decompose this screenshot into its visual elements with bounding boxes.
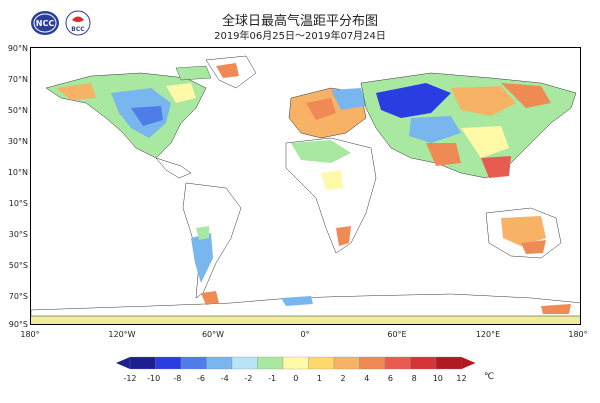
colorbar-cell — [282, 356, 309, 370]
x-tick-label: 120°W — [108, 330, 136, 339]
colorbar — [116, 356, 476, 370]
colorbar-label: -12 — [123, 374, 137, 383]
y-tick-label: 50°N — [7, 106, 28, 115]
svg-text:BCC: BCC — [71, 26, 85, 33]
colorbar-label: 12 — [456, 374, 467, 383]
south-america — [155, 157, 242, 299]
colorbar-label: 0 — [293, 374, 299, 383]
europe-africa — [285, 87, 377, 254]
colorbar-cell — [257, 356, 284, 370]
bcc-logo: BCC — [65, 10, 91, 36]
colorbar-cell — [333, 356, 360, 370]
colorbar-label: -2 — [244, 374, 253, 383]
colorbar-cell — [231, 356, 258, 370]
map-title: 全球日最高气温距平分布图 — [221, 14, 378, 29]
colorbar-label: 8 — [411, 374, 417, 383]
x-tick-label: 180° — [20, 330, 40, 339]
ncc-logo: NCC — [31, 11, 59, 35]
y-tick-label: 30°S — [8, 230, 28, 239]
australia — [485, 207, 562, 259]
x-tick-label: 120°E — [475, 330, 501, 339]
x-tick-label: 0° — [300, 330, 310, 339]
colorbar-cell — [308, 356, 335, 370]
y-tick-label: 90°N — [7, 44, 28, 53]
asia — [360, 72, 577, 179]
x-tick-label: 180° — [568, 330, 588, 339]
colorbar-label: 10 — [432, 374, 443, 383]
colorbar-cell — [384, 356, 411, 370]
colorbar-cell — [155, 356, 182, 370]
colorbar-label: 2 — [340, 374, 346, 383]
y-tick-label: 90°S — [8, 320, 28, 329]
y-tick-label: 70°N — [7, 75, 28, 84]
colorbar-label: -10 — [147, 374, 161, 383]
colorbar-cell — [435, 356, 462, 370]
colorbar-arrow-left — [116, 357, 130, 369]
antarctica — [31, 293, 580, 317]
colorbar-cell — [410, 356, 437, 370]
colorbar-label: -1 — [268, 374, 277, 383]
colorbar-label: 1 — [316, 374, 322, 383]
y-tick-label: 50°S — [8, 261, 28, 270]
unit-label: ℃ — [484, 372, 495, 382]
y-tick-label: 10°N — [7, 168, 28, 177]
colorbar-arrow-right — [461, 357, 476, 369]
x-tick-label: 60°E — [387, 330, 407, 339]
colorbar-label: 4 — [364, 374, 370, 383]
north-america — [45, 65, 212, 159]
y-tick-label: 10°S — [8, 199, 28, 208]
colorbar-cell — [180, 356, 207, 370]
y-tick-label: 30°N — [7, 137, 28, 146]
map-frame — [30, 47, 581, 325]
colorbar-label: 6 — [387, 374, 393, 383]
map-subtitle: 2019年06月25日～2019年07月24日 — [214, 31, 386, 42]
colorbar-label: -8 — [173, 374, 182, 383]
colorbar-label: -6 — [197, 374, 206, 383]
y-tick-label: 70°S — [8, 292, 28, 301]
colorbar-label: -4 — [220, 374, 229, 383]
colorbar-cell — [206, 356, 233, 370]
colorbar-cell — [359, 356, 386, 370]
antarctica-band — [31, 316, 580, 324]
svg-text:NCC: NCC — [36, 19, 55, 28]
anomaly-map — [31, 55, 580, 324]
colorbar-cell — [129, 356, 156, 370]
x-tick-label: 60°W — [201, 330, 225, 339]
